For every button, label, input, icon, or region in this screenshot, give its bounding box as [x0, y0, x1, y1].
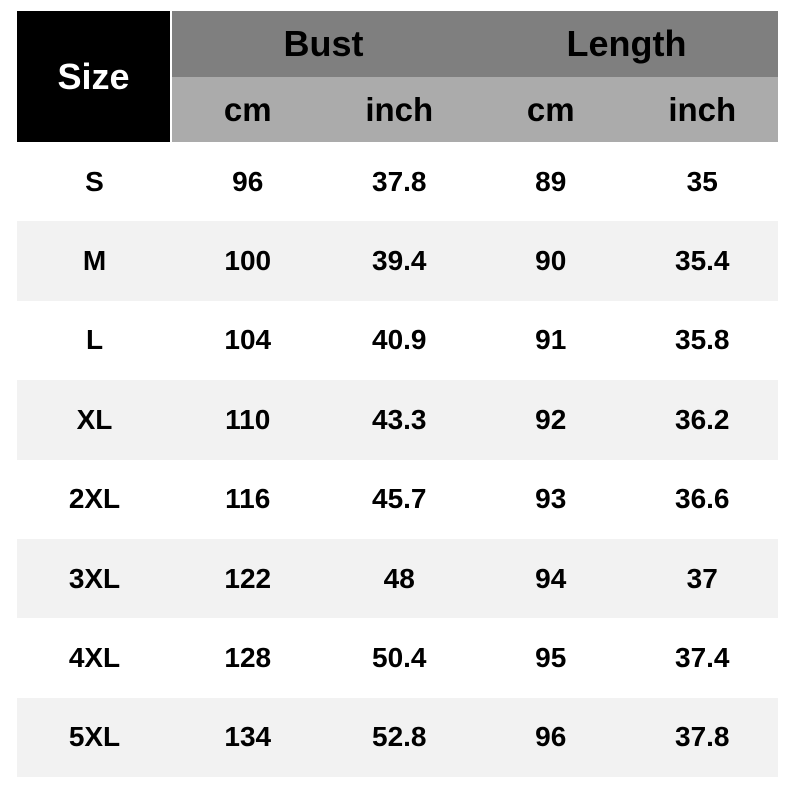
unit-header-bust-inch: inch — [323, 77, 475, 142]
row-5-bust-cm: 122 — [172, 538, 324, 619]
row-7-size-label: 5XL — [17, 697, 172, 777]
unit-header-length-cm: cm — [475, 77, 627, 142]
row-1-size-label: M — [17, 221, 172, 301]
row-5-length-inch: 37 — [626, 538, 778, 619]
row-2-bust-inch: 40.9 — [323, 300, 475, 381]
row-0-bust-cm: 96 — [172, 142, 324, 222]
row-0-length-cm: 89 — [475, 142, 627, 222]
row-6-length-inch: 37.4 — [626, 618, 778, 698]
row-3-size-label: XL — [17, 380, 172, 460]
group-header-bust: Bust — [172, 11, 475, 77]
row-4-length-cm: 93 — [475, 459, 627, 539]
row-5-length-cm: 94 — [475, 538, 627, 619]
row-0-size-label: S — [17, 142, 172, 222]
row-6-bust-inch: 50.4 — [323, 618, 475, 698]
row-6-length-cm: 95 — [475, 618, 627, 698]
unit-header-length-inch: inch — [626, 77, 778, 142]
row-2-length-cm: 91 — [475, 300, 627, 381]
row-4-length-inch: 36.6 — [626, 459, 778, 539]
row-3-length-inch: 36.2 — [626, 380, 778, 460]
row-5-size-label: 3XL — [17, 538, 172, 619]
row-7-length-cm: 96 — [475, 697, 627, 777]
row-1-length-cm: 90 — [475, 221, 627, 301]
row-3-bust-cm: 110 — [172, 380, 324, 460]
row-6-size-label: 4XL — [17, 618, 172, 698]
row-3-length-cm: 92 — [475, 380, 627, 460]
row-7-length-inch: 37.8 — [626, 697, 778, 777]
size-chart-table: Size Bust Length cm inch cm inch S 96 37… — [17, 11, 778, 777]
row-1-length-inch: 35.4 — [626, 221, 778, 301]
row-4-bust-cm: 116 — [172, 459, 324, 539]
row-1-bust-cm: 100 — [172, 221, 324, 301]
row-7-bust-inch: 52.8 — [323, 697, 475, 777]
row-2-length-inch: 35.8 — [626, 300, 778, 381]
row-2-size-label: L — [17, 300, 172, 381]
row-4-size-label: 2XL — [17, 459, 172, 539]
row-1-bust-inch: 39.4 — [323, 221, 475, 301]
row-6-bust-cm: 128 — [172, 618, 324, 698]
group-header-length: Length — [475, 11, 778, 77]
row-2-bust-cm: 104 — [172, 300, 324, 381]
row-0-bust-inch: 37.8 — [323, 142, 475, 222]
row-3-bust-inch: 43.3 — [323, 380, 475, 460]
row-7-bust-cm: 134 — [172, 697, 324, 777]
row-4-bust-inch: 45.7 — [323, 459, 475, 539]
row-0-length-inch: 35 — [626, 142, 778, 222]
row-5-bust-inch: 48 — [323, 538, 475, 619]
size-corner-header: Size — [17, 11, 172, 142]
unit-header-bust-cm: cm — [172, 77, 324, 142]
